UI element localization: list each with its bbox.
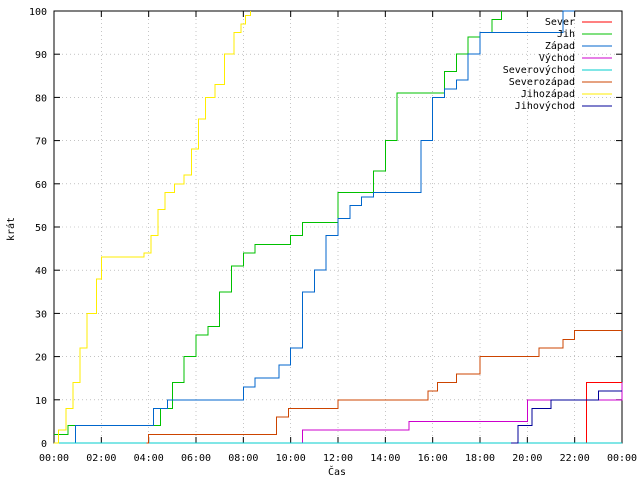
x-tick-label: 12:00 bbox=[323, 453, 353, 464]
series-lines bbox=[54, 10, 623, 444]
x-tick-label: 14:00 bbox=[370, 453, 400, 464]
x-tick-label: 18:00 bbox=[465, 453, 495, 464]
y-tick-label: 100 bbox=[29, 7, 47, 18]
y-tick-label: 80 bbox=[35, 93, 47, 104]
y-tick-label: 90 bbox=[35, 50, 47, 61]
y-tick-label: 10 bbox=[35, 396, 47, 407]
legend-label: Severovýchod bbox=[503, 64, 575, 76]
y-tick-label: 50 bbox=[35, 223, 47, 234]
x-tick-label: 08:00 bbox=[228, 453, 258, 464]
x-tick-label: 06:00 bbox=[181, 453, 211, 464]
legend-label: Severozápad bbox=[509, 76, 575, 88]
x-tick-label: 00:00 bbox=[39, 453, 69, 464]
y-tick-label: 0 bbox=[41, 439, 47, 450]
series-line bbox=[146, 330, 622, 444]
y-tick-label: 60 bbox=[35, 180, 47, 191]
series-line bbox=[54, 11, 502, 435]
legend-label: Západ bbox=[545, 40, 575, 52]
series-line bbox=[54, 10, 575, 444]
x-tick-label: 16:00 bbox=[418, 453, 448, 464]
y-tick-label: 30 bbox=[35, 309, 47, 320]
legend-label: Jihozápad bbox=[521, 88, 575, 100]
x-tick-label: 02:00 bbox=[86, 453, 116, 464]
x-tick-label: 22:00 bbox=[560, 453, 590, 464]
legend-label: Jihovýchod bbox=[515, 100, 575, 112]
legend: SeverJihZápadVýchodSeverovýchodSeverozáp… bbox=[503, 17, 612, 112]
series-line bbox=[510, 390, 622, 444]
y-tick-label: 70 bbox=[35, 137, 47, 148]
y-axis-title: krát bbox=[5, 217, 17, 241]
series-line bbox=[54, 11, 251, 444]
legend-label: Sever bbox=[545, 17, 575, 28]
y-tick-label: 40 bbox=[35, 266, 47, 277]
legend-label: Východ bbox=[539, 52, 575, 64]
legend-label: Jih bbox=[557, 29, 575, 40]
x-axis-title: Čas bbox=[328, 465, 346, 478]
x-tick-label: 00:00 bbox=[607, 453, 637, 464]
x-tick-label: 04:00 bbox=[134, 453, 164, 464]
x-tick-label: 10:00 bbox=[276, 453, 306, 464]
axes: 0 10 20 30 40 50 60 70 80 90 100 00:00 02:00 04:00 06:… bbox=[29, 7, 637, 464]
x-tick-label: 20:00 bbox=[512, 453, 542, 464]
y-tick-label: 20 bbox=[35, 353, 47, 364]
